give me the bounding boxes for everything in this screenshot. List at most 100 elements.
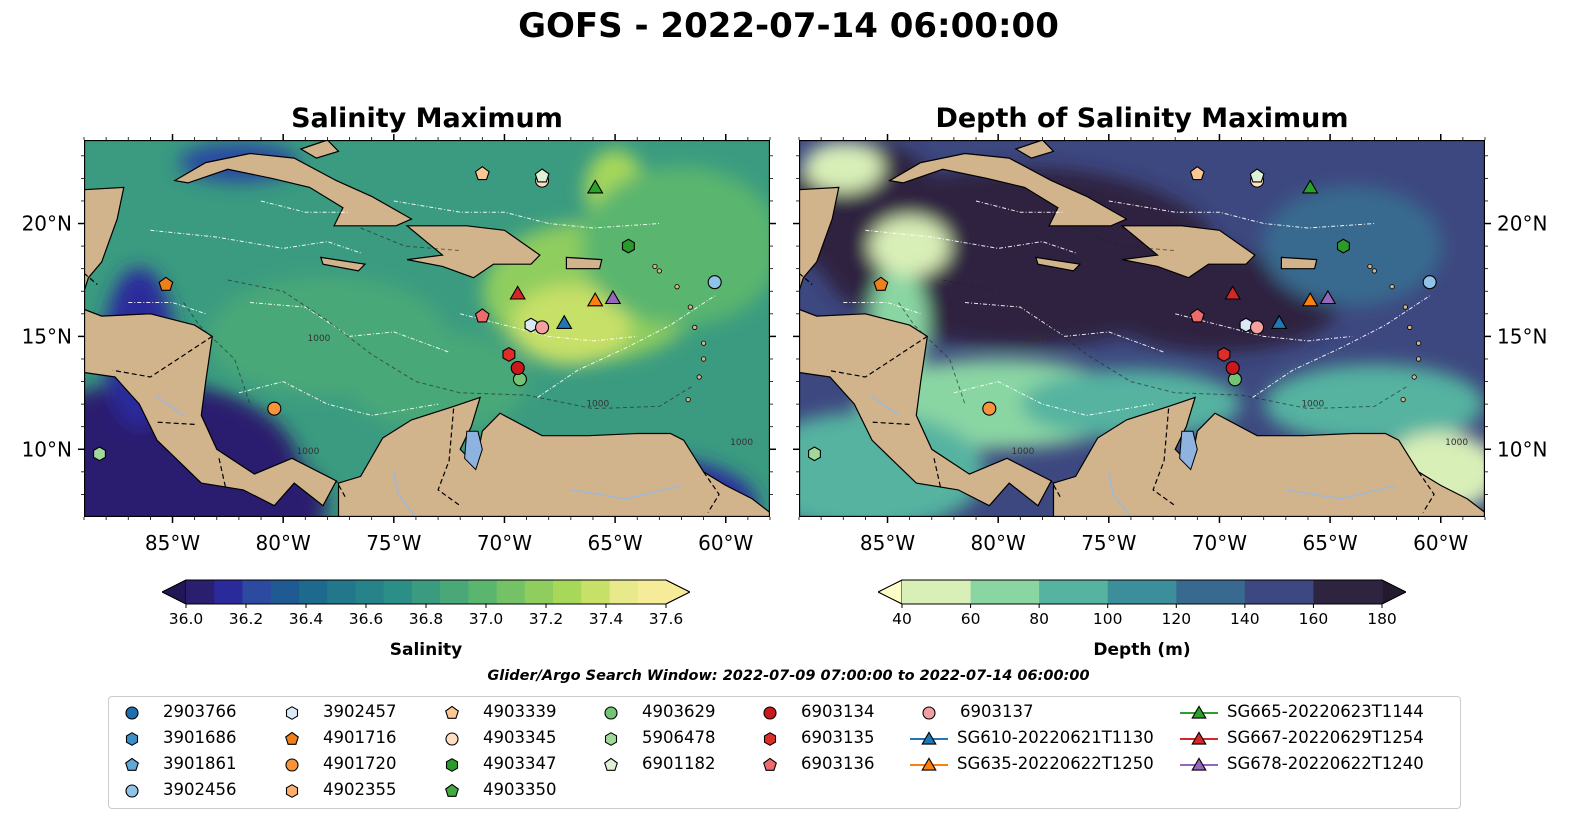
isobath-1 (898, 302, 966, 405)
eez-boundary-3 (460, 313, 638, 342)
isobath-0 (942, 279, 1408, 410)
platform-marker-5906478 (604, 732, 618, 746)
field-patch-6 (803, 142, 884, 193)
salinity-colorbar-over-extend (665, 579, 690, 605)
platform-marker-6901182 (534, 168, 550, 183)
landmass-4 (1120, 225, 1256, 279)
salinity-colorbar-label: Salinity (389, 640, 463, 660)
map-frame (799, 140, 1485, 517)
river-1 (570, 484, 682, 500)
isobath-label: 1000 (1301, 399, 1324, 409)
legend-label: 5906478 (642, 728, 716, 747)
river-0 (1108, 471, 1132, 517)
platform-marker-5906478 (93, 446, 106, 462)
lon-tick-label: 75°W (366, 531, 421, 555)
small-island-8 (652, 263, 658, 270)
salinity-colorbar-swatch (270, 580, 300, 604)
legend-label: 4902355 (323, 780, 397, 799)
platform-marker-4901716 (285, 731, 299, 745)
depth-colorbar: 40 60 80 100 120 140 160 180 (878, 579, 1406, 626)
salinity-colorbar-swatch (581, 580, 611, 604)
lon-tick-label: 75°W (1081, 531, 1136, 555)
salinity-colorbar-tick-label: 36.4 (289, 610, 324, 626)
depth-colorbar-tick-label: 160 (1299, 610, 1329, 626)
legend-label: SG667-20220629T1254 (1227, 728, 1424, 747)
small-island-5 (687, 304, 693, 310)
legend-label: 6903134 (801, 702, 875, 721)
legend-label: 3901686 (163, 728, 237, 747)
legend-label: 6903136 (801, 754, 875, 773)
isobath-label: 1000 (730, 438, 753, 448)
border-5 (1418, 471, 1435, 513)
salinity-colorbar-swatch (186, 580, 215, 604)
platform-marker-SG635-20220622T1250 (586, 291, 604, 307)
platform-marker-6903137 (535, 320, 550, 335)
landmass-3 (172, 152, 413, 227)
eez-boundary-0 (865, 229, 1076, 254)
platform-marker-4902355 (285, 784, 299, 798)
platform-marker-4903347 (621, 238, 635, 254)
platform-marker-6903135 (1217, 346, 1231, 362)
platform-marker-4903345 (445, 732, 459, 746)
platform-marker-SG665-20220623T1144 (1191, 705, 1207, 719)
field-patch-9 (348, 331, 529, 432)
landmass-7 (299, 140, 340, 159)
border-4 (437, 408, 461, 507)
platform-marker-SG610-20220621T1130 (1270, 314, 1288, 329)
legend-label: SG635-20220622T1250 (957, 754, 1154, 773)
platform-marker-6901182 (604, 757, 618, 771)
lon-tick-label: 60°W (1413, 531, 1468, 555)
small-island-3 (1416, 340, 1422, 346)
depth-colorbar-label: Depth (m) (1093, 640, 1191, 660)
platform-marker-6903136 (1189, 308, 1205, 323)
platform-marker-2903766 (125, 706, 139, 720)
platform-marker-4903350 (445, 783, 459, 797)
platform-marker-6903135 (763, 732, 777, 746)
legend-label: SG678-20220622T1240 (1227, 754, 1424, 773)
platform-marker-4903629 (604, 706, 618, 720)
platform-marker-6903136 (763, 757, 777, 771)
legend-label: 4903629 (642, 702, 716, 721)
platform-marker-4903339 (1189, 166, 1205, 181)
platform-marker-4903339 (445, 705, 459, 719)
platform-marker-6903134 (1225, 360, 1240, 376)
legend-label: 4903339 (483, 702, 557, 721)
legend-label: 3901861 (163, 754, 237, 773)
platform-marker-4901716 (873, 276, 889, 291)
platform-marker-4901720 (982, 401, 997, 416)
salinity-colorbar-tick-label: 36.2 (229, 610, 264, 626)
lon-tick-label: 80°W (971, 531, 1026, 555)
platform-marker-SG635-20220622T1250 (1301, 291, 1319, 307)
eez-boundary-4 (1252, 295, 1430, 398)
field-patch-10 (799, 411, 986, 517)
eez-boundary-5 (1108, 200, 1375, 229)
platform-legend: 2903766 3901686 3901861 3902456 3902457 49017… (108, 696, 1461, 809)
depth-colorbar-swatch (1244, 580, 1315, 604)
landmass-7 (1014, 140, 1055, 159)
lon-tick-label: 60°W (698, 531, 753, 555)
legend-label: 4903345 (483, 728, 557, 747)
salinity-colorbar-swatch (524, 580, 554, 604)
legend-label: 2903766 (163, 702, 237, 721)
field-patch-8 (1264, 364, 1485, 445)
legend-label: 3902457 (323, 702, 397, 721)
depth-colorbar-tick-label: 80 (1029, 610, 1049, 626)
depth-colorbar-swatch (1176, 580, 1246, 604)
lake-maracaibo (464, 430, 483, 471)
landmass-0 (799, 186, 840, 292)
legend-label: SG610-20220621T1130 (957, 728, 1154, 747)
isobath-label: 1000 (1023, 334, 1046, 344)
salinity-colorbar: 36.0 36.2 36.4 36.6 36.8 37.0 37.2 37.4 37.6 (162, 579, 690, 626)
landmass-4 (405, 225, 541, 279)
depth-colorbar-tick-label: 180 (1367, 610, 1397, 626)
platform-marker-6903137 (1250, 320, 1265, 335)
salinity-colorbar-swatch (440, 580, 469, 604)
eez-boundary-0 (150, 229, 361, 254)
legend-label: 4903347 (483, 754, 557, 773)
salinity-colorbar-swatch (355, 580, 385, 604)
lon-tick-label: 70°W (477, 531, 532, 555)
lat-tick-label: 10°N (22, 437, 72, 461)
platform-marker-6903134 (763, 706, 777, 720)
lon-tick-label: 65°W (1302, 531, 1357, 555)
